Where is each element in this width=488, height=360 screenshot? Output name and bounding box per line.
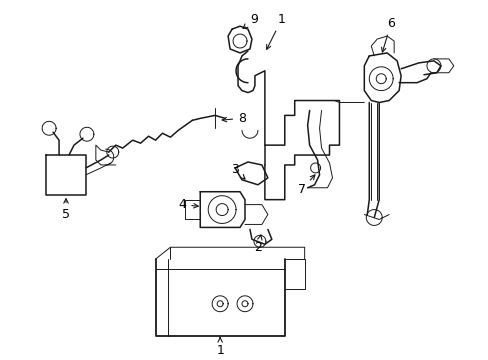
Text: 3: 3 xyxy=(231,163,244,179)
Text: 7: 7 xyxy=(297,175,314,196)
Text: 4: 4 xyxy=(178,198,198,211)
Text: 9: 9 xyxy=(243,13,257,28)
Text: 1: 1 xyxy=(216,338,224,357)
Text: 2: 2 xyxy=(253,235,262,254)
Text: 5: 5 xyxy=(62,199,70,221)
Text: 8: 8 xyxy=(222,112,245,125)
Text: 1: 1 xyxy=(266,13,285,49)
Text: 6: 6 xyxy=(381,17,394,52)
